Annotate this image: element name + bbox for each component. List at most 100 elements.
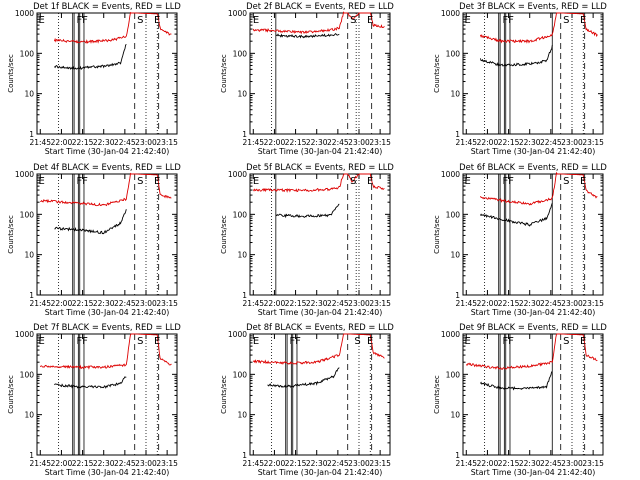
y-axis-label: Counts/sec [433, 215, 441, 254]
x-tick-label: 22:30 [306, 138, 328, 147]
x-tick-label: 22:15 [285, 299, 307, 308]
x-tick-label: 22:00 [264, 138, 286, 147]
y-tick-label: 10 [24, 90, 34, 99]
time-marker-label: E [38, 15, 44, 26]
x-tick-label: 22:15 [285, 138, 307, 147]
x-axis-label: Start Time (30-Jan-04 21:42:40) [45, 147, 170, 156]
time-marker-label: S [350, 15, 356, 26]
events-rate-line [54, 43, 127, 71]
x-tick-label: 21:45 [242, 138, 264, 147]
time-marker-label: F [508, 176, 514, 187]
x-axis-label: Start Time (30-Jan-04 21:42:40) [258, 308, 383, 317]
x-tick-label: 22:00 [477, 459, 499, 468]
y-tick-label: 100 [446, 370, 461, 379]
chart-title: Det 9f BLACK = Events, RED = LLD [459, 322, 607, 332]
y-tick-label: 10 [450, 411, 460, 420]
x-axis-label: Start Time (30-Jan-04 21:42:40) [258, 147, 383, 156]
time-marker-label: S [563, 176, 569, 187]
chart-panel: Det 7f BLACK = Events, RED = LLD 1 10 100 10… [7, 322, 181, 477]
x-axis-label: Start Time (30-Jan-04 21:42:40) [471, 308, 596, 317]
chart-title: Det 2f BLACK = Events, RED = LLD [246, 1, 394, 11]
y-tick-label: 1000 [441, 330, 460, 339]
y-tick-label: 1 [29, 130, 34, 139]
y-tick-label: 10 [237, 251, 247, 260]
x-tick-label: 22:45 [327, 138, 349, 147]
y-tick-label: 1 [242, 291, 247, 300]
chart-panel: Det 8f BLACK = Events, RED = LLD 1 10 100 10… [220, 322, 394, 477]
x-tick-label: 22:45 [114, 138, 136, 147]
time-marker-label: E [367, 336, 373, 347]
x-tick-label: 22:45 [327, 459, 349, 468]
time-marker-label: E [464, 336, 470, 347]
x-tick-label: 23:15 [582, 299, 604, 308]
time-marker-label: F [290, 336, 296, 347]
x-tick-label: 22:00 [477, 299, 499, 308]
y-tick-label: 1000 [15, 9, 34, 18]
y-axis-label: Counts/sec [7, 215, 15, 254]
time-marker-label: E [154, 336, 160, 347]
plot-frame [36, 12, 178, 135]
time-marker-label: E [38, 336, 44, 347]
x-tick-label: 22:15 [72, 299, 94, 308]
x-axis-label: Start Time (30-Jan-04 21:42:40) [45, 308, 170, 317]
time-marker-label: S [350, 176, 356, 187]
x-tick-label: 21:45 [455, 138, 477, 147]
time-marker-label: S [563, 15, 569, 26]
chart-panel: Det 2f BLACK = Events, RED = LLD 1 10 100 10… [220, 1, 394, 156]
chart-title: Det 8f BLACK = Events, RED = LLD [246, 322, 394, 332]
y-tick-label: 1000 [228, 330, 247, 339]
y-axis-label: Counts/sec [433, 375, 441, 414]
x-tick-label: 21:45 [29, 138, 51, 147]
plot-frame [249, 173, 391, 296]
x-tick-label: 23:15 [582, 459, 604, 468]
x-axis-label: Start Time (30-Jan-04 21:42:40) [471, 468, 596, 477]
lld-rate-line [53, 11, 172, 44]
events-rate-line [480, 371, 553, 391]
time-marker-label: E [253, 336, 259, 347]
x-tick-label: 21:45 [242, 459, 264, 468]
x-tick-label: 22:15 [498, 138, 520, 147]
x-tick-label: 23:15 [156, 138, 178, 147]
time-marker-label: F [82, 15, 88, 26]
y-tick-label: 1 [455, 291, 460, 300]
plot-frame [462, 12, 604, 135]
x-tick-label: 21:45 [242, 299, 264, 308]
x-tick-label: 23:00 [348, 138, 370, 147]
x-tick-label: 22:00 [264, 299, 286, 308]
x-axis-label: Start Time (30-Jan-04 21:42:40) [471, 147, 596, 156]
time-marker-label: F [77, 15, 83, 26]
y-tick-label: 100 [20, 370, 35, 379]
time-marker-label: F [508, 15, 514, 26]
x-axis-label: Start Time (30-Jan-04 21:42:40) [45, 468, 170, 477]
x-tick-label: 22:15 [72, 459, 94, 468]
events-rate-line [275, 203, 340, 219]
events-rate-line [267, 367, 340, 388]
x-tick-label: 23:15 [369, 459, 391, 468]
y-tick-label: 10 [237, 90, 247, 99]
time-marker-label: F [82, 176, 88, 187]
x-tick-label: 23:15 [369, 138, 391, 147]
x-tick-label: 22:30 [306, 299, 328, 308]
y-tick-label: 1 [455, 451, 460, 460]
time-marker-label: E [253, 176, 259, 187]
y-tick-label: 1 [242, 130, 247, 139]
lld-rate-line [479, 12, 598, 44]
plot-frame [36, 173, 178, 296]
time-marker-label: E [38, 176, 44, 187]
x-tick-label: 23:00 [135, 299, 157, 308]
x-tick-label: 22:45 [540, 299, 562, 308]
x-tick-label: 23:00 [561, 459, 583, 468]
y-tick-label: 100 [233, 370, 248, 379]
x-tick-label: 23:15 [369, 299, 391, 308]
y-tick-label: 1000 [228, 170, 247, 179]
y-axis-label: Counts/sec [433, 54, 441, 93]
chart-panel: Det 3f BLACK = Events, RED = LLD 1 10 100 10… [433, 1, 607, 156]
y-tick-label: 10 [24, 251, 34, 260]
time-marker-label: F [508, 336, 514, 347]
x-tick-label: 22:00 [264, 459, 286, 468]
x-tick-label: 23:00 [135, 138, 157, 147]
x-tick-label: 22:45 [540, 138, 562, 147]
chart-panel: Det 9f BLACK = Events, RED = LLD 1 10 100 10… [433, 322, 607, 477]
lld-rate-line [252, 333, 385, 365]
